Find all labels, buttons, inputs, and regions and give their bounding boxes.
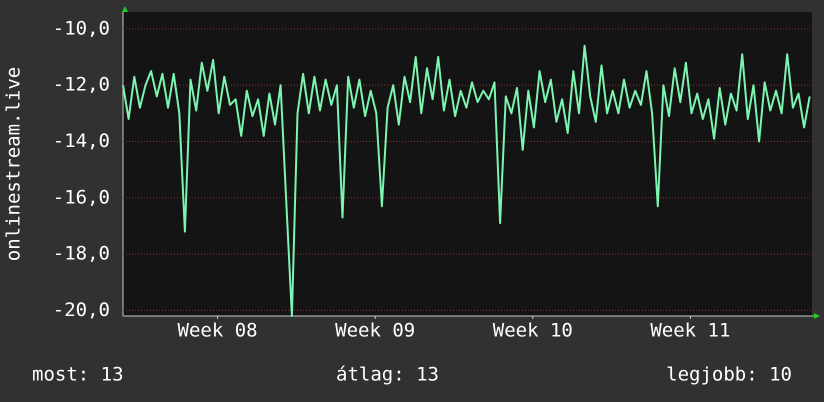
x-tick-label: Week 09	[335, 320, 415, 342]
axis-arrow	[814, 313, 820, 319]
data-line	[122, 44, 811, 317]
stat-best: legjobb: 10	[666, 364, 792, 386]
stat-current: most: 13	[32, 364, 124, 386]
x-tick-label: Week 10	[493, 320, 573, 342]
y-tick-label: -20,0	[53, 299, 110, 321]
stat-average: átlag: 13	[336, 364, 439, 386]
y-tick-label: -10,0	[53, 17, 110, 39]
y-tick-label: -18,0	[53, 243, 110, 265]
axis-arrow	[122, 6, 128, 12]
y-axis-label: onlinestream.live	[3, 67, 25, 261]
plot-area	[123, 12, 812, 316]
x-tick-label: Week 11	[650, 320, 730, 342]
x-tick-label: Week 08	[178, 320, 258, 342]
y-tick-label: -12,0	[53, 74, 110, 96]
y-tick-label: -14,0	[53, 130, 110, 152]
y-tick-label: -16,0	[53, 186, 110, 208]
